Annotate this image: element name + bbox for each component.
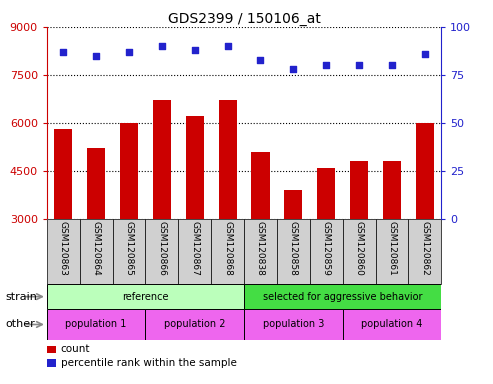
Point (256, 56, 264, 63)
Title: GDS2399 / 150106_at: GDS2399 / 150106_at (168, 12, 320, 26)
Text: GSM120860: GSM120860 (354, 221, 363, 276)
Text: GSM120862: GSM120862 (421, 221, 429, 276)
Text: selected for aggressive behavior: selected for aggressive behavior (263, 291, 423, 302)
Text: GSM120859: GSM120859 (322, 221, 331, 276)
Bar (120, 123, 138, 315)
Text: population 3: population 3 (263, 319, 324, 329)
Text: population 4: population 4 (361, 319, 423, 329)
Point (224, 43, 232, 49)
Text: other: other (5, 319, 35, 329)
Point (92, 53, 100, 59)
FancyBboxPatch shape (47, 284, 244, 309)
Text: population 1: population 1 (66, 319, 127, 329)
FancyBboxPatch shape (112, 219, 145, 284)
FancyBboxPatch shape (47, 219, 80, 284)
FancyBboxPatch shape (343, 219, 376, 284)
Bar (218, 101, 237, 315)
Text: percentile rank within the sample: percentile rank within the sample (61, 358, 237, 368)
Bar (383, 161, 401, 315)
Bar (251, 152, 270, 315)
FancyBboxPatch shape (310, 219, 343, 284)
FancyBboxPatch shape (244, 309, 343, 340)
Point (59, 49, 67, 55)
Text: reference: reference (122, 291, 169, 302)
Text: GSM120867: GSM120867 (190, 221, 199, 276)
Bar (54, 129, 72, 315)
FancyBboxPatch shape (178, 219, 211, 284)
Bar (284, 190, 302, 315)
Bar (153, 101, 171, 315)
FancyBboxPatch shape (244, 284, 441, 309)
FancyBboxPatch shape (277, 219, 310, 284)
Bar (350, 161, 368, 315)
FancyBboxPatch shape (80, 219, 112, 284)
Point (388, 62, 396, 68)
Text: GSM120858: GSM120858 (289, 221, 298, 276)
Text: GSM120864: GSM120864 (92, 221, 101, 276)
Text: count: count (61, 344, 90, 354)
Point (125, 49, 133, 55)
Bar (87, 149, 105, 315)
Bar (186, 116, 204, 315)
Point (421, 51, 429, 57)
Point (289, 66, 297, 72)
Point (322, 62, 330, 68)
FancyBboxPatch shape (47, 309, 145, 340)
Text: strain: strain (5, 291, 37, 302)
Text: GSM120865: GSM120865 (125, 221, 134, 276)
Text: GSM120838: GSM120838 (256, 221, 265, 276)
FancyBboxPatch shape (343, 309, 441, 340)
Text: GSM120868: GSM120868 (223, 221, 232, 276)
Text: GSM120863: GSM120863 (59, 221, 68, 276)
FancyBboxPatch shape (145, 219, 178, 284)
Point (158, 43, 166, 49)
Bar (416, 123, 434, 315)
Text: GSM120866: GSM120866 (157, 221, 166, 276)
FancyBboxPatch shape (211, 219, 244, 284)
Text: population 2: population 2 (164, 319, 225, 329)
FancyBboxPatch shape (376, 219, 408, 284)
Text: GSM120861: GSM120861 (387, 221, 396, 276)
Point (191, 47, 199, 53)
Bar (317, 168, 335, 315)
FancyBboxPatch shape (244, 219, 277, 284)
FancyBboxPatch shape (408, 219, 441, 284)
FancyBboxPatch shape (145, 309, 244, 340)
Point (355, 62, 363, 68)
